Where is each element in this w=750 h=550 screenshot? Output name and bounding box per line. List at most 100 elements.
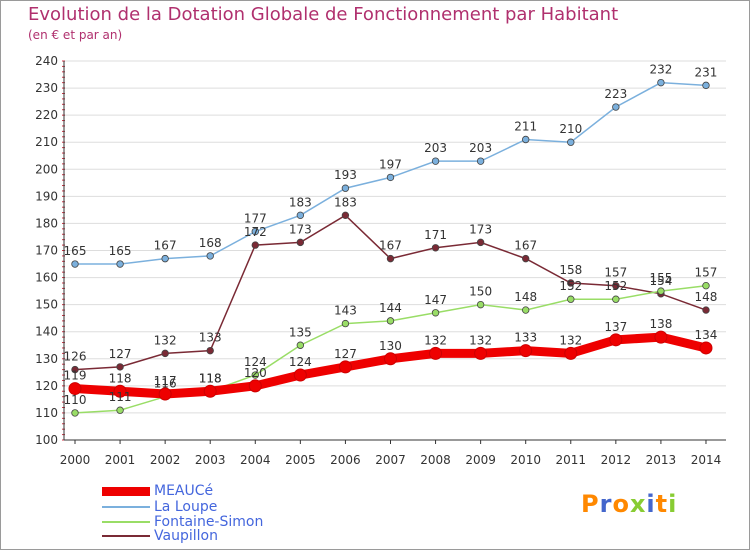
y-tick-label: 240 [35, 54, 58, 68]
x-tick-label: 2009 [465, 453, 496, 467]
y-tick-label: 230 [35, 81, 58, 95]
data-label-fontaine-simon: 155 [649, 271, 672, 285]
data-label-meauc-: 117 [154, 374, 177, 388]
legend-label-meauce: MEAUCé [154, 483, 214, 499]
data-label-meauc-: 118 [199, 371, 222, 385]
data-label-vaupillon: 171 [424, 228, 447, 242]
data-point-la-loupe [702, 81, 710, 90]
data-label-la-loupe: 167 [154, 239, 177, 253]
data-point-la-loupe [657, 78, 665, 87]
data-point-la-loupe [431, 157, 440, 165]
data-point-vaupillon [251, 241, 259, 249]
data-point-la-loupe [386, 173, 395, 182]
data-point-la-loupe [251, 227, 259, 236]
data-label-vaupillon: 154 [649, 274, 672, 288]
proxiti-logo: Proxiti [581, 490, 677, 518]
data-label-la-loupe: 223 [604, 87, 627, 101]
data-label-la-loupe: 165 [109, 244, 132, 258]
data-point-vaupillon [612, 281, 620, 290]
data-label-meauc-: 127 [334, 347, 357, 361]
data-point-meauc- [474, 346, 488, 360]
legend-label-fontaine-simon: Fontaine-Simon [154, 514, 264, 530]
data-point-fontaine-simon [567, 295, 575, 303]
data-point-meauc- [248, 379, 262, 393]
y-tick-label: 120 [35, 379, 58, 393]
data-label-fontaine-simon: 111 [109, 390, 132, 404]
y-tick-label: 110 [35, 406, 58, 420]
data-point-meauc- [293, 368, 307, 382]
x-tick-label: 2007 [375, 453, 406, 467]
data-label-fontaine-simon: 118 [199, 371, 222, 385]
data-point-fontaine-simon [476, 300, 485, 309]
data-label-la-loupe: 183 [289, 195, 312, 209]
x-tick-label: 2014 [691, 453, 722, 467]
x-tick-label: 2011 [555, 453, 586, 467]
data-point-vaupillon [116, 363, 124, 371]
data-label-la-loupe: 203 [469, 141, 492, 155]
x-tick-label: 2003 [195, 453, 226, 467]
data-label-vaupillon: 157 [604, 266, 627, 280]
data-label-fontaine-simon: 150 [469, 285, 492, 299]
data-label-la-loupe: 165 [64, 244, 87, 258]
data-point-fontaine-simon [702, 281, 710, 290]
data-label-meauc-: 137 [604, 320, 627, 334]
data-label-vaupillon: 127 [109, 347, 132, 361]
line-chart: 100 110 120 130 140 150 160 170 180 190 200 210 220 2… [35, 54, 726, 467]
x-tick-label: 2002 [150, 453, 181, 467]
data-label-fontaine-simon: 148 [514, 290, 537, 304]
data-label-vaupillon: 167 [379, 239, 402, 253]
data-point-meauc- [113, 384, 127, 398]
data-label-fontaine-simon: 157 [695, 266, 718, 280]
data-point-fontaine-simon [522, 306, 530, 314]
legend-label-la-loupe: La Loupe [154, 499, 218, 515]
data-label-fontaine-simon: 124 [244, 355, 267, 369]
data-label-meauc-: 119 [64, 369, 87, 383]
data-point-meauc- [654, 330, 668, 344]
data-label-la-loupe: 232 [649, 63, 672, 77]
data-label-meauc-: 120 [244, 366, 267, 380]
data-point-la-loupe [296, 211, 305, 220]
logo-letter: o [612, 490, 630, 518]
data-label-la-loupe: 168 [199, 236, 222, 250]
data-label-la-loupe: 203 [424, 141, 447, 155]
data-label-vaupillon: 158 [559, 263, 582, 277]
x-tick-label: 2001 [105, 453, 136, 467]
x-tick-label: 2005 [285, 453, 316, 467]
data-point-vaupillon [476, 238, 485, 247]
data-point-vaupillon [341, 211, 350, 220]
data-point-meauc- [429, 346, 443, 360]
data-label-la-loupe: 193 [334, 168, 357, 182]
data-label-meauc-: 138 [649, 317, 672, 331]
data-label-vaupillon: 133 [199, 331, 222, 345]
x-tick-label: 2010 [510, 453, 541, 467]
data-label-meauc-: 133 [514, 331, 537, 345]
data-label-vaupillon: 167 [514, 239, 537, 253]
logo-letter: x [629, 490, 647, 518]
y-tick-label: 160 [35, 271, 58, 285]
data-point-meauc- [564, 346, 578, 360]
x-tick-label: 2013 [646, 453, 677, 467]
series-line-la-loupe [75, 81, 707, 265]
y-tick-label: 170 [35, 244, 58, 258]
data-point-meauc- [383, 352, 397, 366]
data-point-fontaine-simon [386, 317, 395, 325]
logo-letter: i [646, 490, 656, 518]
data-point-la-loupe [161, 254, 169, 263]
series-la-loupe [71, 78, 710, 268]
data-point-vaupillon [206, 346, 214, 355]
chart-subtitle: (en € et par an) [28, 28, 123, 42]
legend-label-vaupillon: Vaupillon [154, 528, 218, 544]
logo-letter: t [655, 490, 669, 518]
data-point-vaupillon [522, 254, 530, 263]
data-point-vaupillon [161, 349, 169, 358]
data-point-vaupillon [567, 279, 575, 287]
data-point-la-loupe [71, 260, 79, 268]
data-label-fontaine-simon: 152 [559, 279, 582, 293]
data-label-fontaine-simon: 135 [289, 325, 312, 339]
data-label-la-loupe: 197 [379, 157, 402, 171]
data-point-la-loupe [476, 157, 485, 165]
data-point-vaupillon [702, 306, 710, 314]
y-tick-label: 140 [35, 325, 58, 339]
data-point-vaupillon [71, 365, 79, 374]
